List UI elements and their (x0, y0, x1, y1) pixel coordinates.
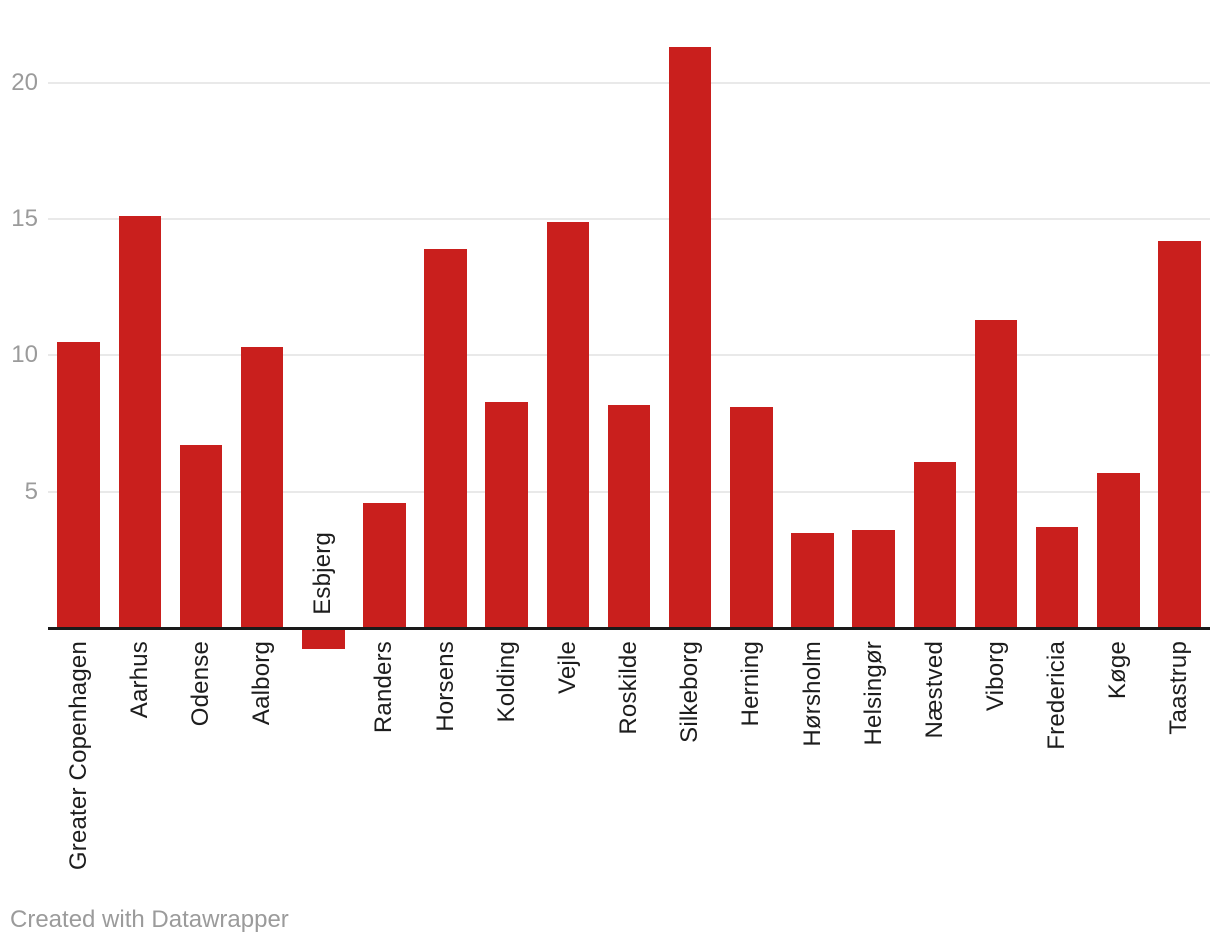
x-axis-line (48, 627, 1210, 630)
bar-koge (1097, 472, 1140, 628)
bar-horsholm (791, 532, 834, 628)
x-axis-label-vejle: Vejle (553, 641, 581, 695)
bar-viborg (974, 320, 1018, 628)
x-axis-label-helsingor: Helsingør (859, 641, 887, 746)
x-axis-label-koge: Køge (1104, 641, 1132, 700)
datawrapper-credit-link[interactable]: Created with Datawrapper (10, 906, 289, 933)
x-axis-label-horsens: Horsens (431, 641, 459, 732)
y-axis-tick-label-10: 10 (11, 341, 38, 368)
x-axis-label-odense: Odense (186, 641, 214, 727)
x-axis-label-naestved: Næstved (920, 641, 948, 739)
x-axis-label-silkeborg: Silkeborg (676, 641, 704, 743)
x-axis-label-fredericia: Fredericia (1043, 641, 1071, 750)
gridline-20 (48, 82, 1210, 84)
x-axis-label-roskilde: Roskilde (615, 641, 642, 735)
x-axis-label-randers: Randers (370, 641, 398, 734)
x-axis-label-greater-copenhagen: Greater Copenhagen (64, 641, 92, 871)
y-axis-tick-label-20: 20 (11, 69, 38, 96)
x-axis-label-aalborg: Aalborg (248, 641, 276, 726)
gridline-15 (48, 218, 1210, 220)
bar-taastrup (1158, 240, 1201, 628)
x-axis-label-kolding: Kolding (492, 641, 520, 723)
y-axis-tick-label-15: 15 (11, 205, 38, 232)
x-axis-label-esbjerg: Esbjerg (309, 532, 337, 615)
bar-aarhus (118, 216, 161, 628)
bar-odense (179, 445, 223, 628)
y-axis-tick-label-5: 5 (24, 478, 38, 505)
bar-helsingor (852, 529, 895, 628)
bar-aalborg (240, 347, 284, 628)
bar-horsens (424, 249, 467, 628)
bar-naestved (913, 461, 956, 628)
bar-vejle (546, 221, 590, 628)
bar-esbjerg (302, 630, 345, 650)
x-axis-label-herning: Herning (737, 641, 765, 727)
gridline-10 (48, 354, 1210, 356)
x-axis-label-horsholm: Hørsholm (798, 641, 826, 747)
bar-kolding (485, 401, 528, 628)
bar-roskilde (607, 404, 651, 628)
bar-greater-copenhagen (57, 341, 100, 628)
x-axis-label-viborg: Viborg (981, 641, 1009, 712)
x-axis-label-taastrup: Taastrup (1165, 641, 1193, 735)
x-axis-label-aarhus: Aarhus (125, 641, 153, 719)
bar-silkeborg (668, 47, 712, 628)
bar-fredericia (1035, 527, 1079, 628)
bar-herning (730, 407, 773, 628)
bar-randers (363, 502, 406, 628)
